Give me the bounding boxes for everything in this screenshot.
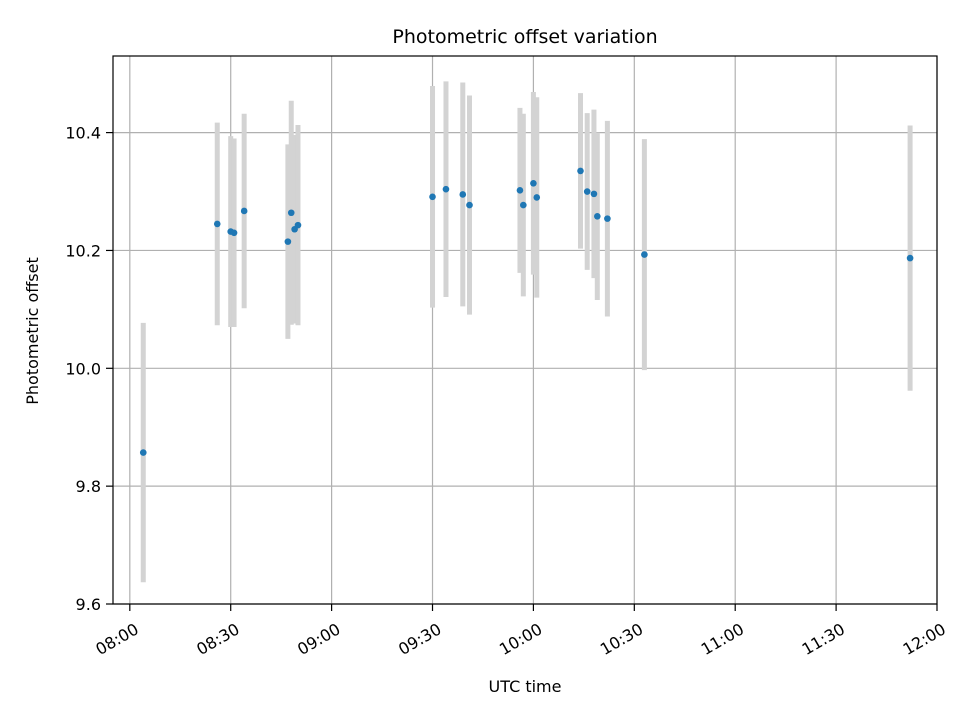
data-point (530, 179, 537, 187)
data-point (583, 188, 591, 195)
y-axis-ticks: 9.6 9.8 10.0 10.2 10.4 (65, 124, 113, 614)
plot-frame (112, 55, 938, 605)
data-point (429, 193, 436, 201)
data-point (604, 215, 611, 222)
data-point (284, 238, 292, 245)
data-point (442, 185, 450, 193)
data-point (466, 201, 473, 209)
data-point (213, 220, 221, 228)
x-axis-label: UTC time (489, 677, 562, 696)
data-point (459, 191, 467, 198)
data-points (139, 167, 914, 456)
data-point (516, 187, 524, 194)
data-point (139, 449, 147, 456)
data-point (294, 221, 302, 229)
chart-title: Photometric offset variation (392, 26, 657, 48)
data-point (641, 251, 648, 258)
y-tick-label: 9.6 (76, 595, 101, 614)
data-point (533, 194, 541, 201)
y-tick-label: 10.4 (65, 124, 101, 143)
y-axis-label: Photometric offset (23, 257, 42, 405)
y-tick-label: 10.0 (65, 359, 101, 378)
data-point (577, 167, 584, 175)
data-point (594, 212, 601, 220)
data-point (906, 254, 914, 262)
y-tick-label: 10.2 (65, 241, 101, 260)
data-point (520, 201, 527, 209)
data-point (590, 190, 598, 198)
data-point (287, 209, 295, 217)
data-point (230, 229, 238, 237)
data-point (240, 207, 248, 215)
y-tick-label: 9.8 (76, 477, 101, 496)
